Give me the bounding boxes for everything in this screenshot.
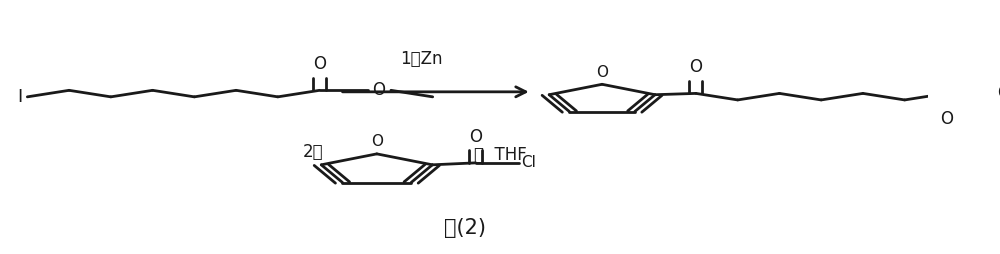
Text: O: O: [997, 84, 1000, 102]
Text: O: O: [596, 65, 608, 80]
Text: I: I: [17, 88, 23, 106]
Text: 2）: 2）: [303, 143, 323, 161]
Text: O: O: [313, 55, 326, 73]
Text: 1）Zn: 1）Zn: [400, 50, 442, 68]
Text: O: O: [469, 128, 482, 146]
Text: ，  THF: ， THF: [474, 146, 527, 164]
Text: 图(2): 图(2): [444, 217, 486, 237]
Text: O: O: [372, 81, 385, 99]
Text: O: O: [371, 134, 383, 149]
Text: O: O: [940, 110, 953, 128]
Text: O: O: [689, 58, 702, 76]
Text: Cl: Cl: [521, 155, 536, 170]
